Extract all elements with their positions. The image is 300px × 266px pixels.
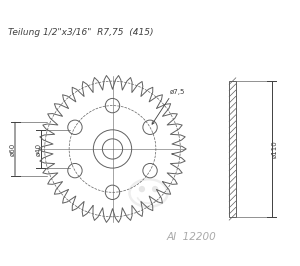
Text: ø7,5: ø7,5 (169, 89, 185, 95)
Text: ø40: ø40 (35, 142, 41, 156)
Text: AI  12200: AI 12200 (167, 232, 216, 242)
Text: ø110: ø110 (271, 140, 277, 158)
Circle shape (139, 186, 145, 192)
Text: ø60: ø60 (10, 142, 16, 156)
Bar (229, 81, 236, 217)
Text: Teilung 1/2"x3/16"  R7,75  (415): Teilung 1/2"x3/16" R7,75 (415) (8, 28, 154, 37)
Circle shape (152, 186, 158, 192)
